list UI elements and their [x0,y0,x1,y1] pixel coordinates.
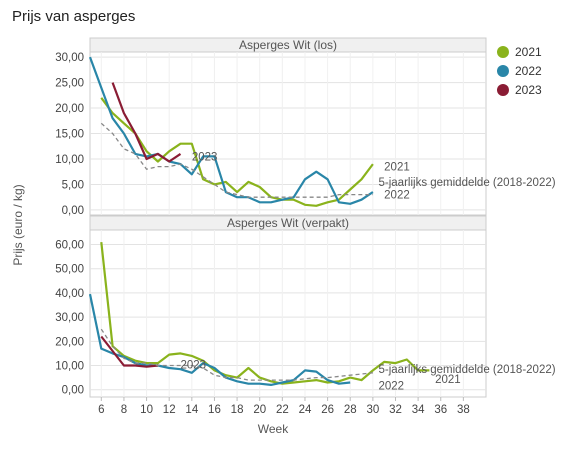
x-tick-label: 34 [412,404,425,416]
x-tick-label: 10 [140,404,153,416]
series-line-2022 [88,56,374,205]
y-tick-label: 60,00 [55,240,84,252]
x-tick-label: 20 [253,404,266,416]
x-tick-label: 18 [231,404,244,416]
y-tick-label: 0,00 [62,385,84,397]
y-tick-label: 10,00 [55,361,84,373]
legend-item-2021[interactable]: 2021 [497,42,542,61]
x-tick-label: 32 [389,404,402,416]
y-tick-label: 20,00 [55,336,84,348]
panel-title: Asperges Wit (los) [239,38,337,52]
series-label: 2021 [435,374,461,386]
x-tick-label: 28 [344,404,357,416]
legend-dot-icon [497,45,509,58]
panel-title: Asperges Wit (verpakt) [227,216,349,230]
legend-dot-icon [497,83,509,96]
series-line-5-jaarlijks [100,122,373,198]
x-tick-label: 12 [163,404,176,416]
x-tick-label: 14 [185,404,198,416]
y-tick-label: 50,00 [55,264,84,276]
panel-1: Asperges Wit (los) 0,00 5,00 10,00 15,00 20,0… [55,37,556,217]
series-label: 2021 [384,162,410,174]
x-tick-label: 8 [121,404,127,416]
panel-frame [89,229,487,398]
y-tick-label: 5,00 [62,179,84,191]
y-tick-label: 0,00 [62,205,84,217]
chart-title: Prijs van asperges [12,8,136,25]
series-line-2023 [100,335,159,368]
x-tick-label: 16 [208,404,221,416]
y-tick-label: 15,00 [55,129,84,141]
y-axis-title: Prijs (euro / kg) [11,184,25,265]
series-label: 2022 [384,190,410,202]
x-axis-title: Week [258,422,289,436]
x-tick-label: 38 [457,404,470,416]
legend-label: 2022 [515,63,542,78]
legend-label: 2023 [515,82,542,97]
legend-label: 2021 [515,44,542,59]
legend: 2021 2022 2023 [497,42,542,99]
x-tick-label: 26 [321,404,334,416]
series-label: 2023 [192,151,218,163]
series-line-2022 [88,293,351,386]
x-tick-label: 22 [276,404,289,416]
series-label: 5-jaarlijks gemiddelde (2018-2022) [379,177,556,189]
series-label: 5-jaarlijks gemiddelde (2018-2022) [379,364,556,376]
legend-item-2023[interactable]: 2023 [497,80,542,99]
y-tick-label: 25,00 [55,78,84,90]
x-tick-label: 36 [434,404,447,416]
legend-item-2022[interactable]: 2022 [497,61,542,80]
x-tick-label: 30 [366,404,379,416]
legend-dot-icon [497,64,509,77]
y-tick-label: 20,00 [55,103,84,115]
x-tick-label: 24 [299,404,312,416]
y-tick-label: 10,00 [55,154,84,166]
series-line-2021 [100,97,374,207]
y-tick-label: 30,00 [55,312,84,324]
y-tick-label: 30,00 [55,52,84,64]
x-tick-label: 6 [98,404,104,416]
series-line-2023 [111,82,182,163]
y-tick-label: 40,00 [55,288,84,300]
panel-2: Asperges Wit (verpakt) 0,00 10,00 20,00 30,0… [55,215,556,398]
series-label: 2023 [181,359,207,371]
series-label: 2022 [379,380,405,392]
series-line-2021 [100,241,430,385]
